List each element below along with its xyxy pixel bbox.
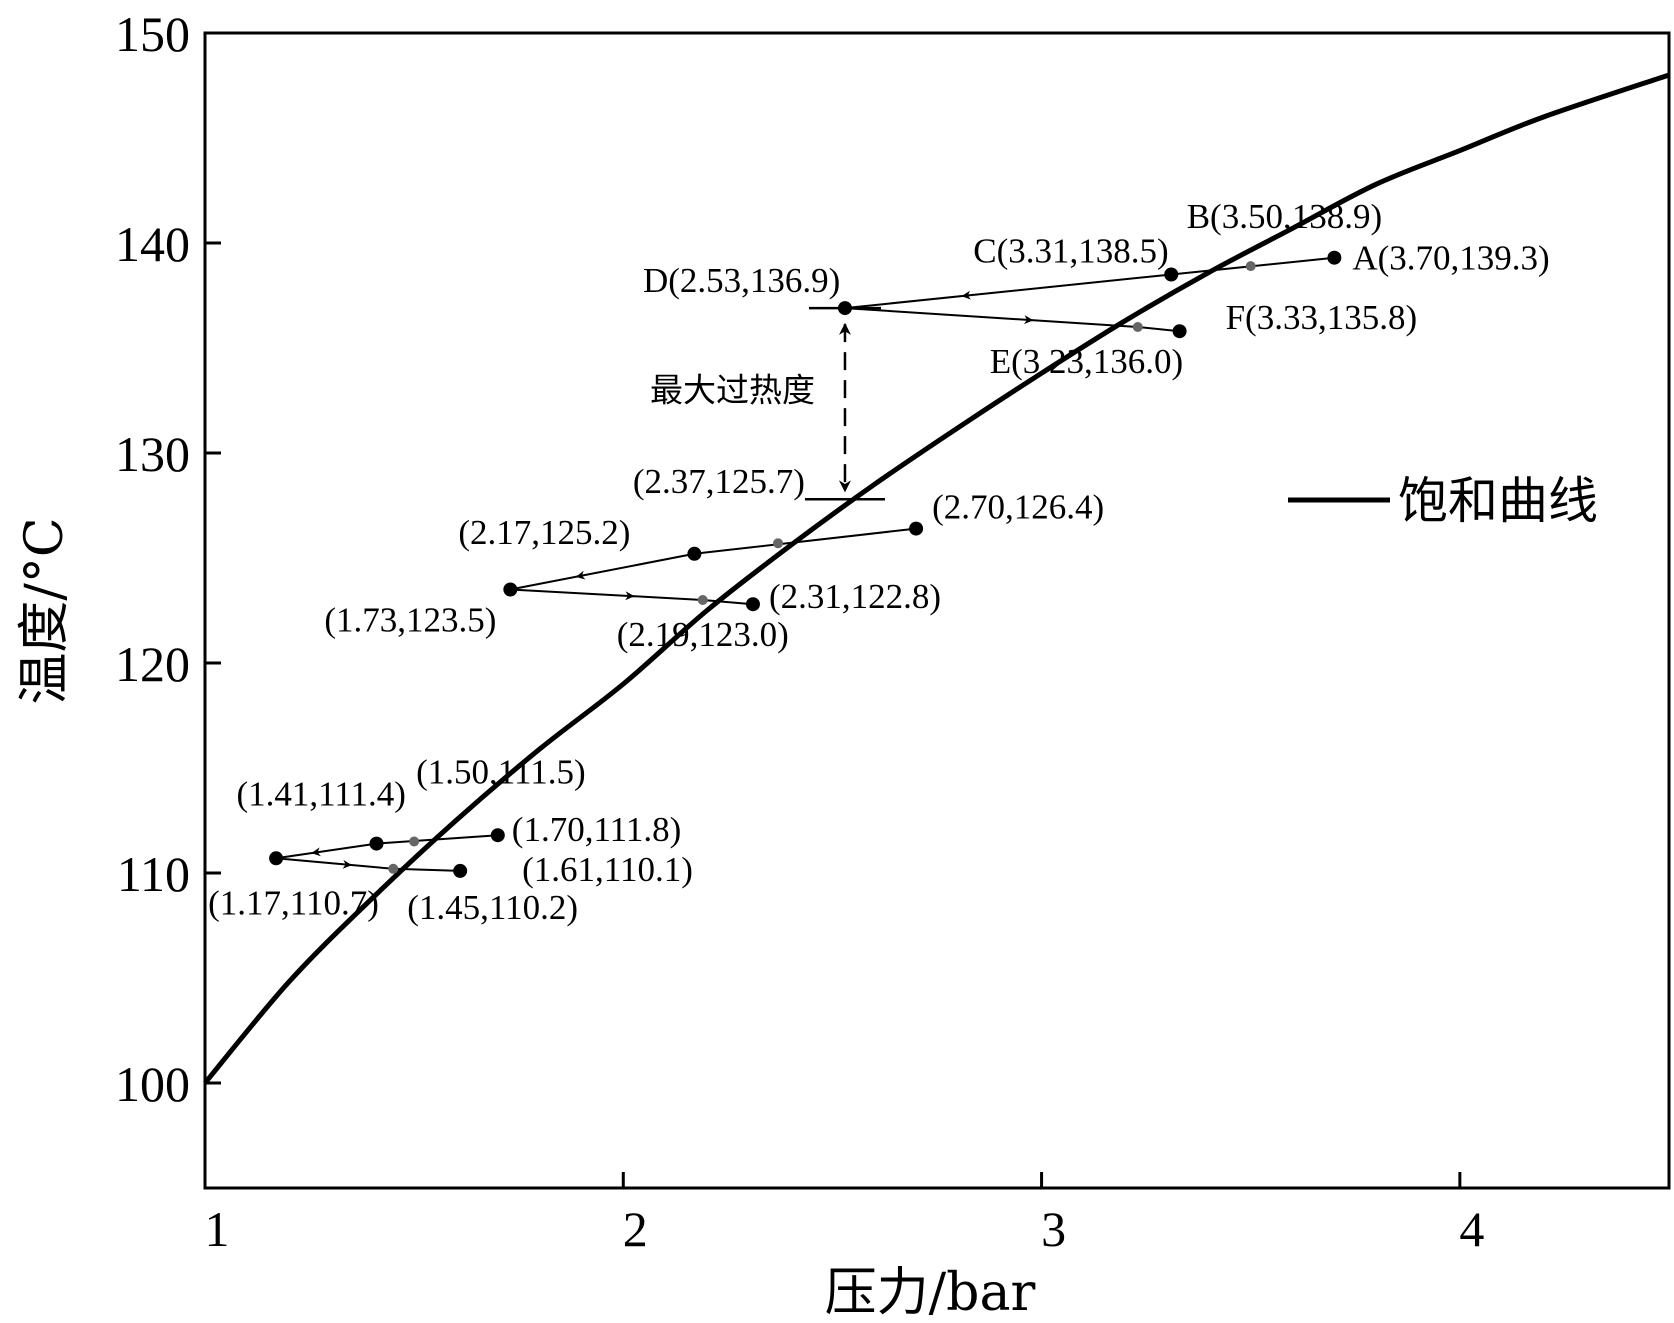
y-tick-label: 110: [117, 846, 190, 902]
data-point: [745, 597, 760, 612]
x-tick-label: 1: [205, 1201, 230, 1257]
data-point: [1164, 267, 1179, 282]
plot-frame: [203, 31, 1671, 1190]
y-tick-label: 130: [115, 426, 190, 482]
y-tick-label: 100: [115, 1056, 190, 1112]
point-label: F(3.33,135.8): [1226, 298, 1418, 337]
point-label: (2.19,123.0): [617, 615, 789, 654]
saturation-crossing-point: [388, 863, 399, 874]
saturation-curve-line: [203, 72, 1670, 1085]
legend: 饱和曲线: [1288, 472, 1598, 530]
point-label: (1.50,111.5): [416, 753, 585, 792]
point-label: (1.45,110.2): [407, 888, 578, 927]
data-point: [1327, 250, 1342, 265]
point-labels: (1.70,111.8) (1.41,111.4) (1.50,111.5) (1.1…: [208, 197, 1550, 927]
saturation-crossing-point: [409, 836, 420, 847]
data-point: [369, 836, 384, 851]
x-tick-label: 3: [1041, 1201, 1066, 1257]
saturation-crossing-point: [773, 538, 784, 549]
y-tick-label: 150: [115, 6, 190, 62]
point-label: (1.70,111.8): [512, 810, 681, 849]
x-axis-label: 压力/bar: [825, 1263, 1036, 1323]
data-point: [269, 851, 284, 866]
data-point: [490, 828, 505, 843]
point-label: (1.41,111.4): [236, 775, 405, 814]
data-point: [837, 301, 852, 316]
point-label: (1.17,110.7): [208, 883, 379, 922]
x-tick-label: 4: [1459, 1201, 1484, 1257]
data-points: [269, 250, 1342, 878]
point-label: (2.17,125.2): [458, 513, 630, 552]
y-tick-label: 140: [115, 216, 190, 272]
point-label: D(2.53,136.9): [643, 261, 840, 300]
flow-arrow: [961, 290, 971, 300]
point-label: (1.73,123.5): [324, 601, 496, 640]
point-label: B(3.50,138.9): [1187, 197, 1382, 236]
data-point: [687, 546, 702, 561]
data-point: [453, 863, 468, 878]
point-label: (2.31,122.8): [769, 577, 941, 616]
data-point: [503, 582, 518, 597]
point-label: A(3.70,139.3): [1352, 239, 1549, 278]
superheat-label: 最大过热度: [650, 371, 815, 410]
saturation-crossing-point: [697, 595, 708, 605]
point-label: (2.70,126.4): [932, 488, 1104, 527]
superheat-ref-label: (2.37,125.7): [633, 462, 805, 501]
saturation-curve: [203, 72, 1670, 1085]
point-label: E(3.23,136.0): [990, 342, 1183, 381]
point-label: C(3.31,138.5): [973, 232, 1168, 271]
y-tick-label: 120: [115, 636, 190, 692]
tick-labels: 1 2 3 4 100 110 120 130 140 150: [115, 6, 1484, 1257]
saturation-crossing-point: [1132, 322, 1143, 332]
data-point: [1172, 324, 1187, 339]
max-superheat-annotation: 最大过热度 (2.37,125.7): [633, 306, 885, 501]
data-point: [909, 521, 924, 536]
saturation-crossing-point: [1245, 261, 1256, 272]
y-axis-label: 温度/°C: [15, 517, 75, 704]
x-tick-label: 2: [623, 1201, 648, 1257]
flow-arrow: [575, 570, 586, 580]
point-label: (1.61,110.1): [522, 850, 693, 889]
legend-label: 饱和曲线: [1398, 472, 1598, 530]
